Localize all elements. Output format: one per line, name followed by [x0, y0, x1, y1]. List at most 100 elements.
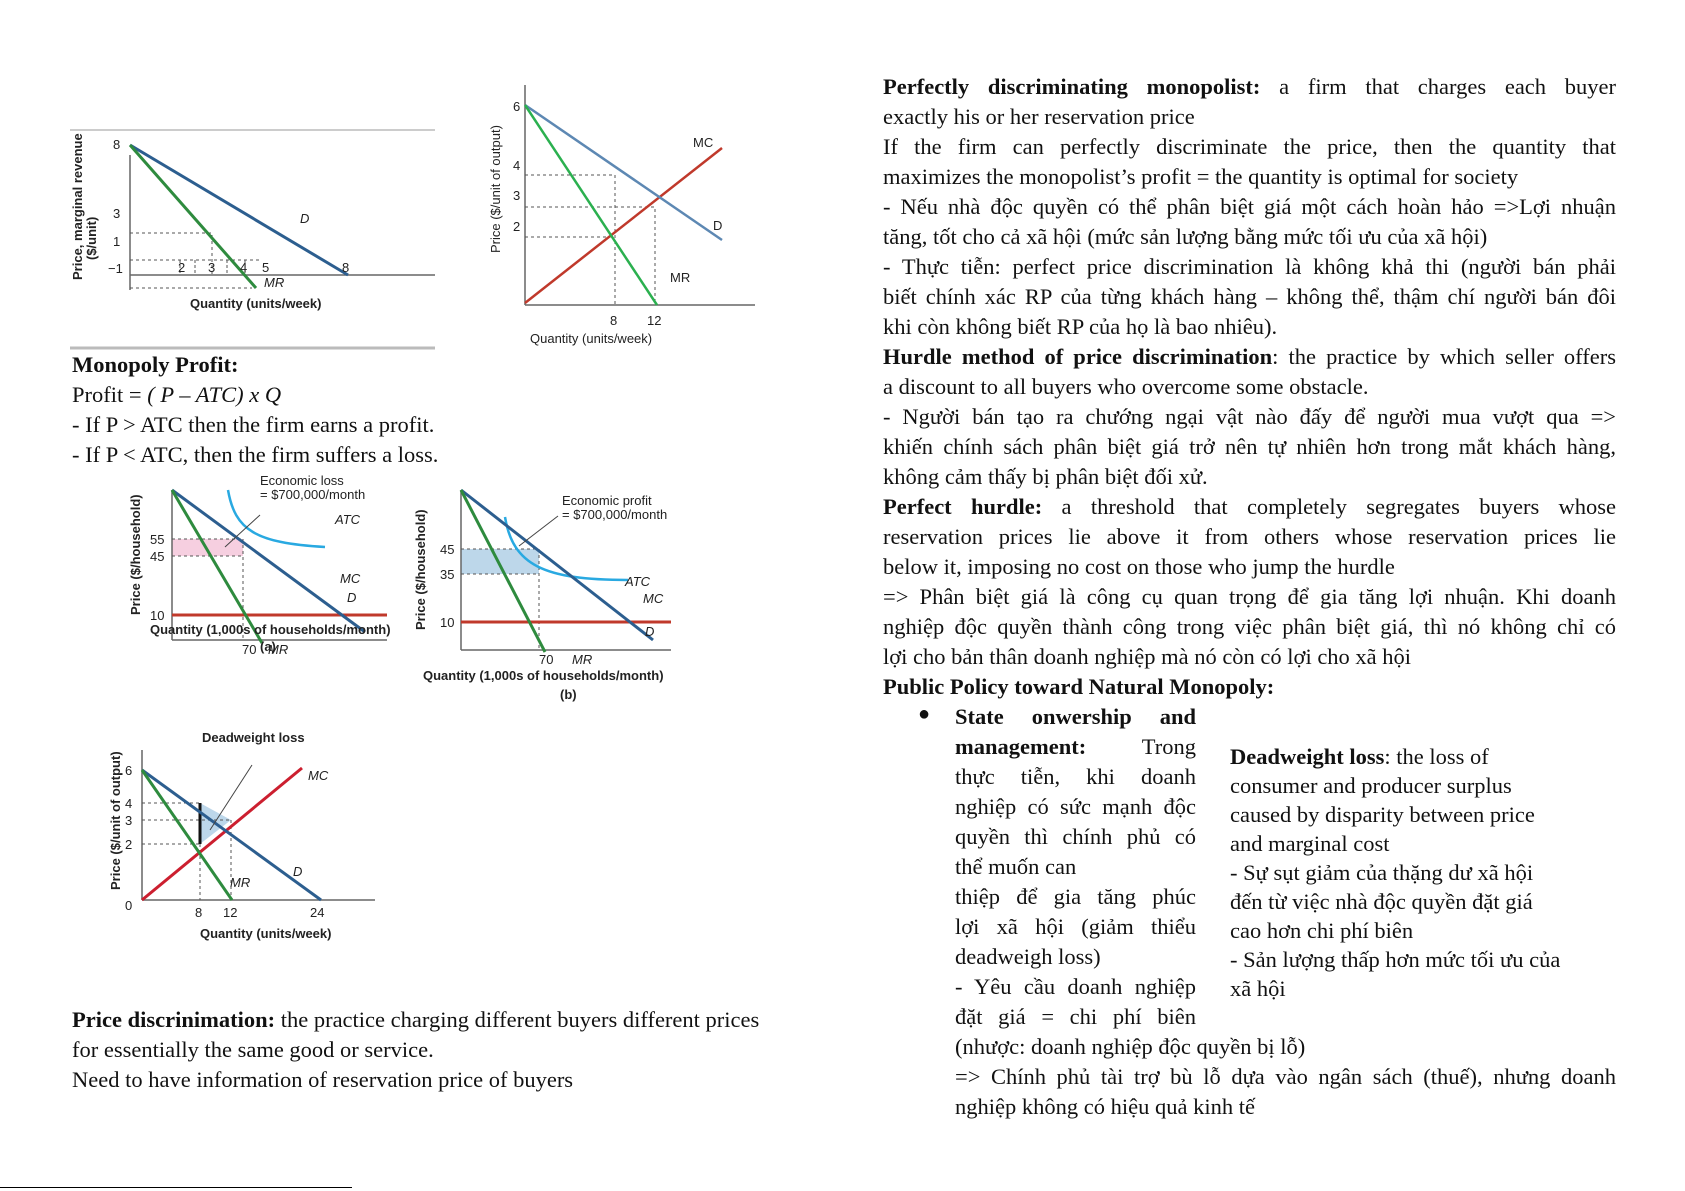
so-line-4: nghiệp có sức mạnh độc [955, 794, 1196, 819]
profit-rule-2: - If P < ATC, then the firm suffers a lo… [72, 442, 439, 467]
chart-1-ylabel-unit: ($/unit) [84, 217, 99, 260]
chart-1-d-label: D [300, 211, 309, 226]
so-line-10: - Yêu cầu doanh nghiệp [955, 974, 1196, 999]
chart-5-xtick-24: 24 [310, 905, 324, 920]
chart-5-ytick-4: 4 [125, 796, 132, 811]
so-line-6: thể muốn can [955, 854, 1077, 879]
chart-3-ylabel: Price ($/household) [128, 494, 143, 615]
chart-2-ytick-6: 6 [513, 99, 520, 114]
perfect-hurdle-line-1: a threshold that completely segregates b… [1042, 494, 1617, 519]
chart-1: Price, marginal revenue ($/unit) 8 3 1 −… [70, 129, 435, 350]
so-line-9: deadweigh loss) [955, 944, 1101, 969]
profit-rule-1: - If P > ATC then the firm earns a profi… [72, 412, 435, 437]
chart-3-loss-label-2: = $700,000/month [260, 487, 365, 502]
so-w10: đặt [955, 1004, 983, 1029]
chart-3-xtick-70: 70 [242, 642, 256, 657]
state-ownership-block: State onwership and management: Trong thực t… [955, 702, 1196, 1032]
pdm-line-8: biết chính xác RP của từng khách hàng – … [883, 284, 1616, 309]
chart-4-mr-line [459, 489, 547, 653]
perfect-hurdle-line-6: lợi cho bản thân doanh nghiệp mà nó còn … [883, 644, 1412, 669]
perfect-hurdle-line-3: below it, imposing no cost on those who … [883, 554, 1395, 579]
chart-1-xtick-2: 2 [178, 260, 185, 275]
chart-5-ytick-6: 6 [125, 763, 132, 778]
price-discrimination-def: the practice charging different buyers d… [275, 1007, 760, 1032]
chart-2-ytick-2: 2 [513, 219, 520, 234]
so-line-8: lợi xã hội (giảm thiểu [955, 914, 1196, 939]
chart-5-title: Deadweight loss [202, 730, 305, 745]
chart-2-xtick-8: 8 [610, 313, 617, 328]
so-w3: and [1159, 704, 1196, 729]
chart-2-mr-line [523, 104, 659, 306]
chart-4-profit-area [461, 549, 539, 574]
chart-3: Price ($/household) 55 45 10 70 Economic… [128, 473, 391, 657]
chart-4-ytick-45: 45 [440, 542, 454, 557]
pdm-line-7: - Thực tiễn: perfect price discriminatio… [883, 254, 1616, 279]
pdm-line-6: tăng, tốt cho cả xã hội (mức sản lượng b… [883, 224, 1488, 249]
state-ownership-tail: (nhược: doanh nghiệp độc quyền bị lỗ) =>… [955, 1032, 1616, 1122]
hurdle-line-1: : the practice by which seller offers [1272, 344, 1616, 369]
chart-5-ytick-2: 2 [125, 837, 132, 852]
chart-3-mr-label: MR [268, 642, 288, 657]
chart-5: Deadweight loss Price ($/unit of output)… [108, 730, 375, 941]
chart-4-mc-label: MC [643, 591, 664, 606]
so-line-5: quyền thì chính phủ có [955, 824, 1196, 849]
pdm-line-4: maximizes the monopolist’s profit = the … [883, 164, 1519, 189]
chart-2-guide-4 [525, 174, 616, 305]
chart-4-ytick-35: 35 [440, 567, 454, 582]
chart-3-xlabel: Quantity (1,000s of households/month) [150, 622, 391, 637]
chart-5-xtick-8: 8 [195, 905, 202, 920]
dwl-line-8: - Sản lượng thấp hơn mức tối ưu của [1230, 947, 1561, 972]
chart-1-mr-line [128, 144, 258, 289]
chart-4-ytick-10: 10 [440, 615, 454, 630]
dwl-line-1: : the loss of [1384, 744, 1489, 769]
perfect-hurdle-line-2: reservation prices lie above it from oth… [883, 524, 1616, 549]
dwl-line-5: - Sự sụt giảm của thặng dư xã hội [1230, 860, 1534, 885]
chart-5-mc-label: MC [308, 768, 329, 783]
chart-5-mc-line [141, 766, 303, 902]
chart-5-demand-line [141, 768, 322, 902]
so-w13: chi [1069, 1004, 1098, 1029]
bullet-icon: ● [918, 703, 931, 725]
chart-4-xtick-70: 70 [539, 652, 553, 667]
chart-1-guide-3 [130, 232, 213, 275]
chart-2: Price ($/unit of output) 6 4 3 2 8 12 MC… [488, 85, 755, 346]
price-discrimination-title: Price discrinimation: [72, 1007, 276, 1032]
chart-2-guide-3 [525, 206, 656, 305]
dwl-title: Deadweight loss [1230, 744, 1385, 769]
so-line-14: nghiệp không có hiệu quả kinh tế [955, 1094, 1255, 1119]
chart-5-ylabel: Price ($/unit of output) [108, 751, 123, 890]
hurdle-line-4: khiến chính sách phân biệt giá trở nên t… [883, 434, 1616, 459]
public-policy-title: Public Policy toward Natural Monopoly: [883, 674, 1275, 699]
deadweight-loss-box: Deadweight loss: the loss of consumer an… [1230, 742, 1610, 1003]
chart-1-ytick-1: 1 [113, 234, 120, 249]
chart-5-ytick-3: 3 [125, 813, 132, 828]
chart-3-caption: (a) [260, 639, 276, 654]
so-w2: onwership [1031, 704, 1132, 729]
chart-4-profit-label-2: = $700,000/month [562, 507, 667, 522]
dwl-line-7: cao hơn chi phí biên [1230, 918, 1414, 943]
hurdle-title: Hurdle method of price discrimination [883, 344, 1273, 369]
chart-3-mr-line [170, 489, 264, 644]
chart-4: Price ($/household) 45 35 10 70 Economic… [413, 488, 671, 702]
perfect-hurdle-title: Perfect hurdle: [883, 494, 1043, 519]
dwl-line-4: and marginal cost [1230, 831, 1390, 856]
footnote-rule [0, 1187, 352, 1188]
chart-5-d-label: D [293, 864, 302, 879]
dwl-line-2: consumer and producer surplus [1230, 773, 1512, 798]
so-w1: State [955, 704, 1004, 729]
so-w11: giá [998, 1004, 1026, 1029]
chart-1-ytick-3: 3 [113, 206, 120, 221]
chart-2-ytick-3: 3 [513, 188, 520, 203]
chart-3-loss-label-1: Economic loss [260, 473, 344, 488]
dwl-line-3: caused by disparity between price [1230, 802, 1535, 827]
chart-2-ytick-4: 4 [513, 158, 520, 173]
pdm-line-1: a firm that charges each buyer [1260, 74, 1616, 99]
chart-2-mr-label: MR [670, 270, 690, 285]
dwl-line-6: đến từ việc nhà độc quyền đặt giá [1230, 889, 1533, 914]
profit-formula: ( P – ATC) x Q [147, 382, 282, 407]
chart-4-atc-label: ATC [624, 574, 651, 589]
chart-2-xlabel: Quantity (units/week) [530, 331, 652, 346]
chart-4-profit-label-1: Economic profit [562, 493, 652, 508]
so-line-13: => Chính phủ tài trợ bù lỗ dựa vào ngân … [955, 1064, 1616, 1089]
so-w12: = [1041, 1004, 1055, 1029]
